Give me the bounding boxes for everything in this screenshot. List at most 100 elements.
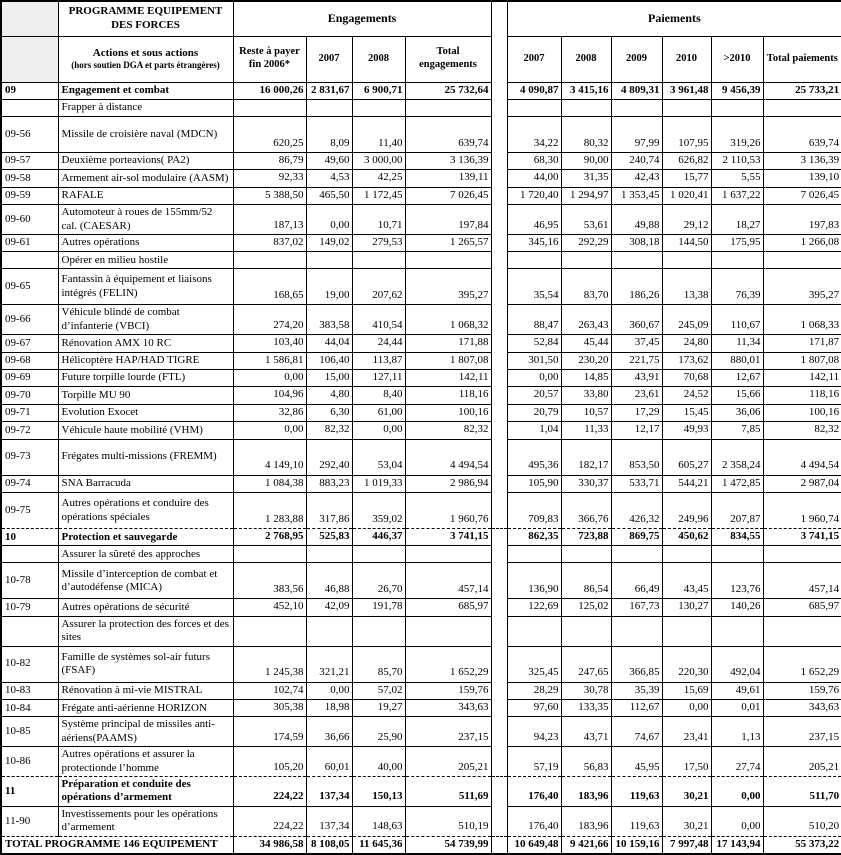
- column-separator: [490, 545, 508, 563]
- row-label: Missile de croisière naval (MDCN): [57, 115, 233, 153]
- paiement-value: 325,45: [506, 645, 562, 683]
- paiement-value: 52,84: [506, 334, 562, 353]
- row-label: Armement air-sol modulaire (AASM): [57, 169, 233, 188]
- paiement-value: 11,33: [560, 421, 612, 440]
- paiement-value: 247,65: [560, 645, 612, 683]
- row-code: 09-57: [0, 151, 58, 170]
- paiement-value: 7 026,45: [762, 186, 841, 205]
- paiement-value: 880,01: [710, 351, 764, 370]
- paiement-value: [506, 615, 562, 647]
- engagement-value: 1 807,08: [404, 351, 492, 370]
- column-separator: [490, 475, 508, 493]
- paiement-value: [610, 615, 663, 647]
- paiement-value: 33,80: [560, 386, 612, 405]
- paiement-value: 49,61: [710, 681, 764, 700]
- row-label: Frégates multi-missions (FREMM): [57, 438, 233, 476]
- paiement-value: 125,02: [560, 598, 612, 617]
- paiement-value: 1 353,45: [610, 186, 663, 205]
- column-separator: [490, 404, 508, 422]
- paiement-value: 123,76: [710, 562, 764, 599]
- paiement-value: 20,57: [506, 386, 562, 405]
- engagement-value: 26,70: [351, 562, 405, 599]
- table-row: 09-60 Automoteur à roues de 155mm/52 cal.…: [0, 204, 841, 235]
- column-separator: [490, 352, 508, 370]
- engagement-value: 11,40: [351, 115, 405, 153]
- paiement-value: 723,88: [560, 527, 612, 546]
- paiement-value: 142,11: [762, 368, 841, 387]
- paiement-value: 130,27: [661, 598, 712, 617]
- paiement-value: 136,90: [506, 562, 562, 599]
- paiement-value: 55 373,22: [762, 835, 841, 855]
- paiement-value: 30,78: [560, 681, 612, 700]
- engagement-value: 2 768,95: [232, 527, 306, 546]
- column-separator: [490, 699, 508, 717]
- paiement-value: 17 143,94: [710, 835, 764, 855]
- engagement-value: 0,00: [305, 204, 352, 235]
- engagement-value: 49,60: [305, 151, 352, 170]
- column-separator: [490, 251, 508, 269]
- paiement-value: 88,47: [506, 304, 562, 335]
- paiement-value: 366,76: [560, 492, 612, 529]
- engagement-value: 18,98: [305, 699, 352, 717]
- paiement-value: 14,85: [560, 368, 612, 387]
- paiement-value: 97,99: [610, 115, 663, 153]
- row-code: 09-71: [0, 403, 58, 422]
- table-row: 09-69 Future torpille lourde (FTL) 0,00 15,…: [0, 368, 841, 387]
- row-code: 09-70: [0, 386, 58, 405]
- paiement-value: 0,00: [506, 368, 562, 387]
- engagement-value: [404, 251, 492, 269]
- engagement-value: 837,02: [232, 233, 306, 252]
- engagement-value: 410,54: [351, 304, 405, 335]
- engagement-value: 142,11: [404, 368, 492, 387]
- paiement-value: 5,55: [710, 169, 764, 188]
- engagement-value: [232, 615, 306, 647]
- paiement-value: 30,21: [661, 776, 712, 807]
- col-header-eng-2007: 2007: [305, 35, 352, 82]
- paiement-value: 639,74: [762, 115, 841, 153]
- header-row-columns: Actions et sous actions (hors soutien DG…: [0, 35, 841, 82]
- paiement-value: 1 807,08: [762, 351, 841, 370]
- column-separator: [490, 776, 508, 807]
- paiement-value: 182,17: [560, 438, 612, 476]
- column-separator: [490, 169, 508, 188]
- engagement-value: 2 986,94: [404, 474, 492, 493]
- engagement-value: [305, 251, 352, 269]
- paiement-value: 0,00: [710, 805, 764, 837]
- paiement-value: 207,87: [710, 492, 764, 529]
- paiement-value: 237,15: [762, 716, 841, 747]
- engagement-value: 191,78: [351, 598, 405, 617]
- paiement-value: [506, 98, 562, 117]
- table-row: 11 Préparation et conduite des opérations…: [0, 776, 841, 807]
- paiement-value: 685,97: [762, 598, 841, 617]
- paiement-value: 245,09: [661, 304, 712, 335]
- paiement-value: [710, 251, 764, 269]
- col-header-pai-2007: 2007: [506, 35, 562, 82]
- table-row: 09-72 Véhicule haute mobilité (VHM) 0,00 82…: [0, 421, 841, 440]
- paiement-value: 0,00: [710, 776, 764, 807]
- paiement-value: 94,23: [506, 716, 562, 747]
- engagement-value: 279,53: [351, 233, 405, 252]
- column-separator: [490, 369, 508, 387]
- engagement-value: 15,00: [305, 368, 352, 387]
- actions-column-header: Actions et sous actions (hors soutien DG…: [57, 35, 233, 82]
- paiement-value: 97,60: [506, 699, 562, 717]
- paiement-value: 49,88: [610, 204, 663, 235]
- paiement-value: 70,68: [661, 368, 712, 387]
- row-code: 09-69: [0, 368, 58, 387]
- engagement-value: 82,32: [305, 421, 352, 440]
- paiement-value: 7,85: [710, 421, 764, 440]
- engagement-value: 8,40: [351, 386, 405, 405]
- engagement-value: 395,27: [404, 268, 492, 305]
- row-label: Famille de systèmes sol-air futurs (FSAF…: [57, 645, 233, 683]
- engagement-value: 237,15: [404, 716, 492, 747]
- paiement-value: [560, 98, 612, 117]
- paiement-value: [560, 615, 612, 647]
- corner-cell: [0, 0, 58, 36]
- column-separator: [490, 716, 508, 747]
- column-separator: [490, 304, 508, 335]
- column-separator: [490, 616, 508, 647]
- col-header-pai-2009: 2009: [610, 35, 663, 82]
- engagement-value: [404, 98, 492, 117]
- col-header-total-engagements: Total engagements: [404, 35, 492, 82]
